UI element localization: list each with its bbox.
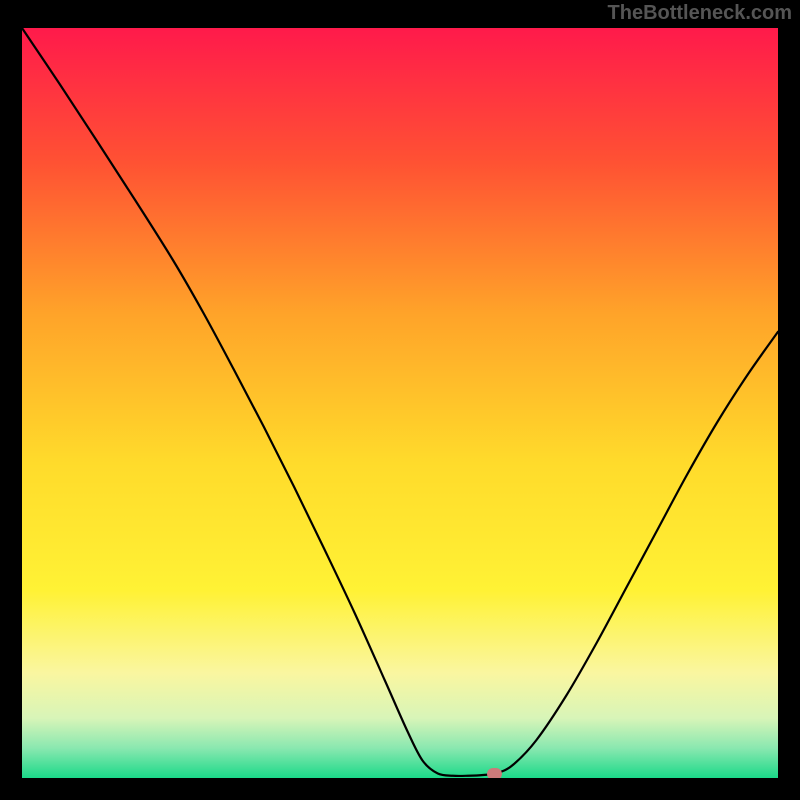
bottleneck-curve: [22, 28, 778, 778]
optimal-point-marker: [487, 768, 502, 779]
watermark-text: TheBottleneck.com: [608, 2, 792, 25]
plot-area: [22, 28, 778, 778]
